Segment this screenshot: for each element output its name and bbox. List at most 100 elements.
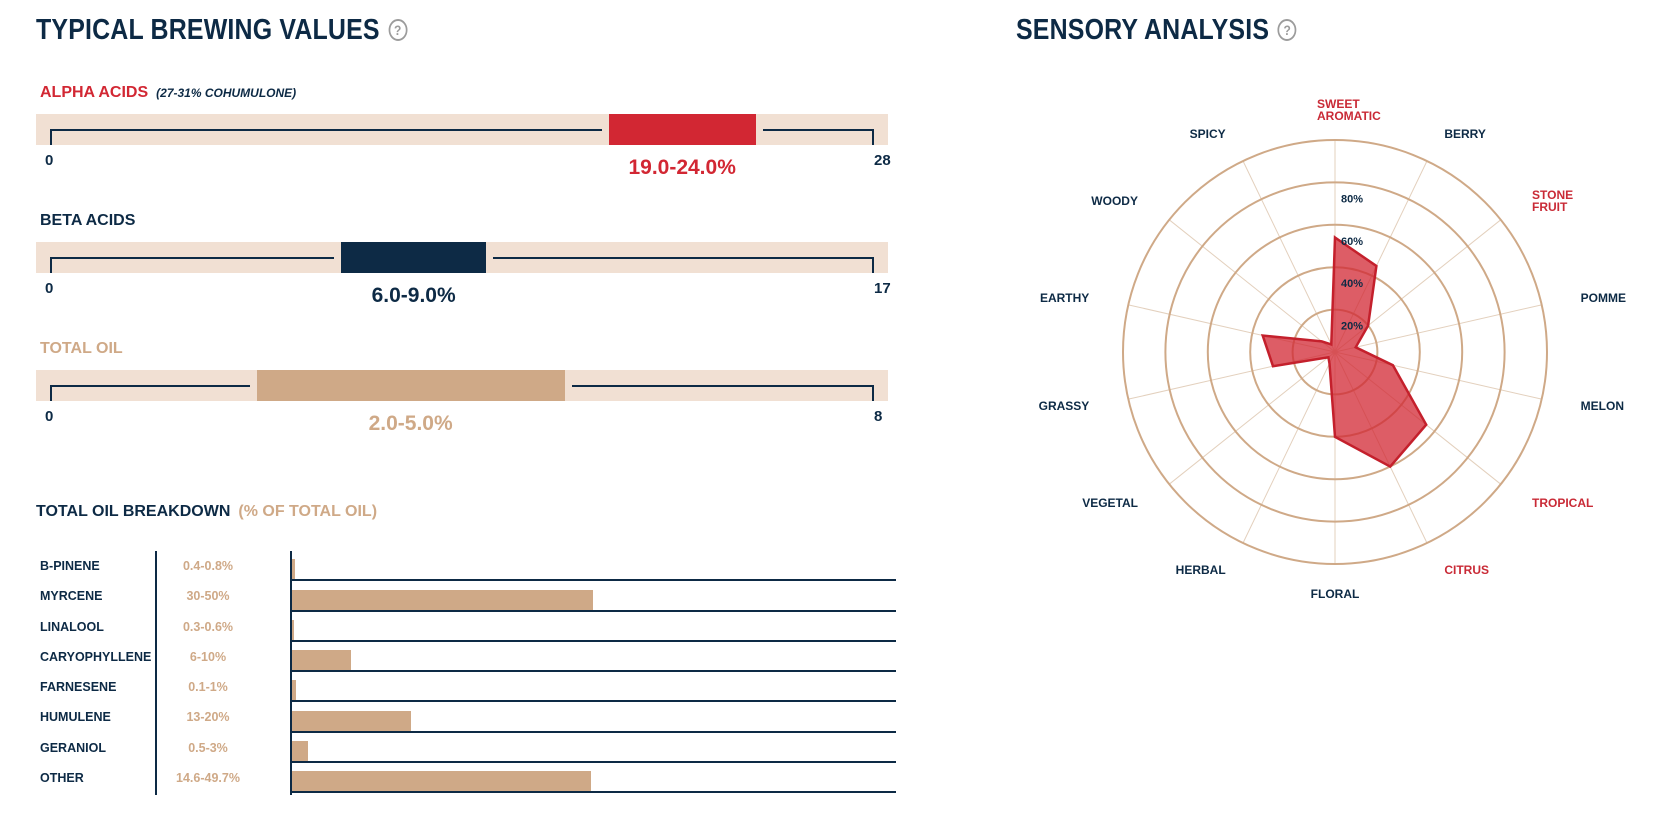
range-axis [51, 129, 873, 131]
range-label: BETA ACIDS [40, 212, 135, 230]
oil-range: 0.1-1% [188, 680, 228, 695]
brewing-values-title-text: TYPICAL BREWING VALUES [36, 14, 380, 46]
oil-range: 0.5-3% [188, 740, 228, 755]
oil-breakdown-title-text: TOTAL OIL BREAKDOWN [36, 503, 231, 520]
radar-axis-label: SWEET AROMATIC [1317, 97, 1381, 123]
oil-range: 0.3-0.6% [182, 619, 234, 634]
radar-axis-label: SPICY [1190, 127, 1226, 141]
oil-row: B-PINENE 0.4-0.8% [36, 551, 896, 582]
sensory-analysis-title-text: SENSORY ANALYSIS [1016, 14, 1270, 46]
radar-axis-label: VEGETAL [1082, 496, 1138, 510]
oil-row: MYRCENE 30-50% [36, 581, 896, 612]
oil-bar [290, 710, 412, 731]
radar-axis-label-line: GRASSY [1039, 399, 1090, 413]
oil-name: CARYOPHYLLENE [40, 649, 152, 664]
range-min-label: 0 [45, 408, 54, 425]
radar-axis-label: MELON [1581, 399, 1624, 413]
range-max-label: 8 [874, 408, 883, 425]
radar-axis-label: BERRY [1444, 127, 1486, 141]
oil-bar [290, 589, 593, 610]
radar-axis-label: CITRUS [1444, 563, 1489, 577]
range-label-text: BETA ACIDS [40, 212, 136, 229]
radar-spoke [1242, 160, 1336, 353]
oil-row: OTHER 14.6-49.7% [36, 763, 896, 794]
radar-axis-label: STONE FRUIT [1532, 188, 1573, 214]
radar-ring [1122, 139, 1548, 565]
oil-bar-track [290, 672, 896, 703]
range-fill [601, 114, 763, 145]
oil-name: HUMULENE [40, 710, 111, 725]
radar-axis-label-line: BERRY [1444, 127, 1486, 141]
radar-axis-label-line: AROMATIC [1317, 109, 1381, 123]
range-sublabel: (27-31% COHUMULONE) [156, 86, 297, 100]
radar-ring-label: 80% [1341, 193, 1363, 205]
oil-breakdown-subtitle: (% OF TOTAL OIL) [238, 503, 378, 520]
oil-bar-track [290, 642, 896, 673]
range-tick-max [872, 129, 874, 145]
radar-spoke [1168, 351, 1336, 485]
radar-ring [1164, 181, 1506, 523]
oil-name: MYRCENE [40, 589, 103, 604]
radar-axis-label: TROPICAL [1532, 496, 1593, 510]
oil-column-divider [155, 551, 157, 795]
sensory-analysis-title: SENSORY ANALYSIS? [1016, 14, 1297, 47]
radar-axis-label: HERBAL [1176, 563, 1226, 577]
oil-name: LINALOOL [40, 619, 104, 634]
oil-name: B-PINENE [40, 559, 100, 573]
oil-bar [290, 559, 295, 580]
radar-axis-label: GRASSY [1039, 399, 1090, 413]
radar-axis-label-line: FLORAL [1311, 587, 1360, 601]
oil-range: 13-20% [186, 710, 230, 725]
help-icon[interactable]: ? [388, 19, 408, 41]
oil-bar [290, 680, 297, 701]
radar-spoke [1168, 219, 1336, 353]
oil-row: HUMULENE 13-20% [36, 702, 896, 733]
range-fill [249, 370, 572, 401]
radar-axis-label: EARTHY [1040, 291, 1089, 305]
range-min-label: 0 [45, 280, 54, 297]
brewing-values-title: TYPICAL BREWING VALUES? [36, 14, 408, 47]
range-value-label: 6.0-9.0% [371, 284, 456, 307]
range-label: TOTAL OIL [40, 340, 123, 358]
oil-bar-track [290, 581, 896, 612]
sensory-radar-chart: 20% 40% 60% 80% SWEET AROMATIC BERRY STONE FRUIT… [1039, 97, 1626, 601]
oil-bar [290, 650, 351, 671]
radar-axis-label-line: VEGETAL [1082, 496, 1138, 510]
oil-bar-baseline [290, 551, 292, 795]
radar-axis-label-line: WOODY [1091, 194, 1138, 208]
range-tick-min [50, 385, 52, 401]
radar-axis-label: WOODY [1091, 194, 1138, 208]
oil-bar-track [290, 763, 896, 794]
radar-axis-label-line: POMME [1581, 291, 1626, 305]
range-tick-max [872, 257, 874, 273]
range-track [36, 370, 888, 401]
range-max-label: 17 [874, 280, 891, 297]
radar-axis-label-line: STONE [1532, 188, 1573, 202]
radar-axis-label-line: TROPICAL [1532, 496, 1593, 510]
oil-range: 14.6-49.7% [176, 771, 240, 786]
oil-range: 6-10% [189, 649, 227, 664]
range-value-label: 2.0-5.0% [368, 412, 453, 435]
radar-axis-label: FLORAL [1311, 587, 1360, 601]
radar-axis-label-line: FRUIT [1532, 200, 1568, 214]
oil-row: CARYOPHYLLENE 6-10% [36, 642, 896, 673]
help-icon[interactable]: ? [1277, 19, 1297, 41]
range-label: ALPHA ACIDS (27-31% COHUMULONE) [40, 84, 296, 102]
oil-bar-track [290, 733, 896, 764]
radar-axis-label-line: CITRUS [1444, 563, 1489, 577]
oil-row: GERANIOL 0.5-3% [36, 733, 896, 764]
radar-ring-label: 20% [1341, 321, 1363, 333]
range-max-label: 28 [874, 152, 891, 169]
range-label-text: ALPHA ACIDS [40, 84, 149, 101]
oil-row: FARNESENE 0.1-1% [36, 672, 896, 703]
oil-bar [290, 771, 592, 792]
oil-range: 30-50% [186, 589, 230, 604]
range-fill [334, 242, 494, 273]
oil-row: LINALOOL 0.3-0.6% [36, 612, 896, 642]
radar-axis-label-line: EARTHY [1040, 291, 1089, 305]
oil-bar-track [290, 612, 896, 642]
range-track [36, 242, 888, 273]
range-tick-min [50, 257, 52, 273]
radar-ring-label: 60% [1341, 236, 1363, 248]
radar-spoke [1242, 351, 1336, 544]
